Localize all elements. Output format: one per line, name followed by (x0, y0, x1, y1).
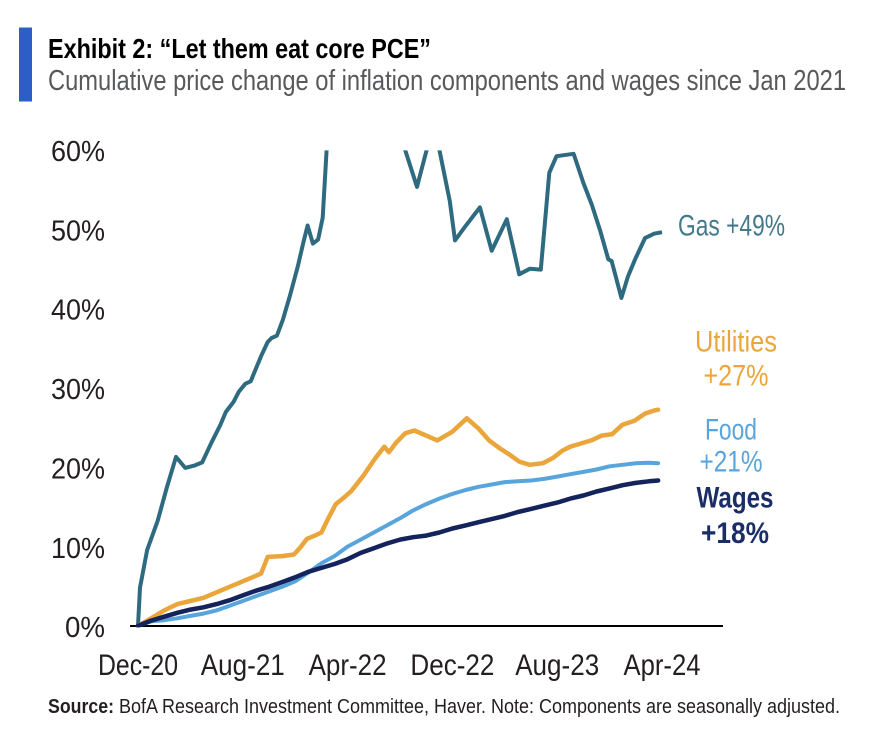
svg-text:30%: 30% (51, 374, 105, 406)
svg-text:Food: Food (705, 414, 757, 447)
svg-text:Source: BofA Research Investme: Source: BofA Research Investment Committ… (48, 695, 840, 718)
svg-text:Aug-23: Aug-23 (515, 649, 599, 682)
svg-text:Exhibit 2: “Let them eat core: Exhibit 2: “Let them eat core PCE” (48, 33, 431, 64)
svg-text:Aug-21: Aug-21 (201, 649, 285, 682)
svg-text:Utilities: Utilities (695, 326, 777, 359)
svg-text:0%: 0% (65, 612, 105, 644)
svg-text:Cumulative price change of inf: Cumulative price change of inflation com… (48, 65, 846, 97)
svg-text:Gas +49%: Gas +49% (678, 210, 785, 243)
svg-text:Apr-24: Apr-24 (624, 649, 701, 682)
svg-text:Apr-22: Apr-22 (309, 649, 387, 682)
svg-text:60%: 60% (51, 136, 105, 168)
svg-text:10%: 10% (51, 533, 105, 565)
svg-text:50%: 50% (51, 215, 105, 247)
svg-text:Dec-22: Dec-22 (410, 649, 494, 682)
svg-text:40%: 40% (51, 295, 105, 327)
svg-text:Dec-20: Dec-20 (98, 649, 178, 682)
svg-text:20%: 20% (51, 454, 105, 486)
svg-text:+21%: +21% (700, 446, 763, 479)
svg-text:+27%: +27% (704, 360, 769, 393)
svg-text:Wages: Wages (697, 482, 774, 515)
svg-text:+18%: +18% (701, 517, 769, 550)
